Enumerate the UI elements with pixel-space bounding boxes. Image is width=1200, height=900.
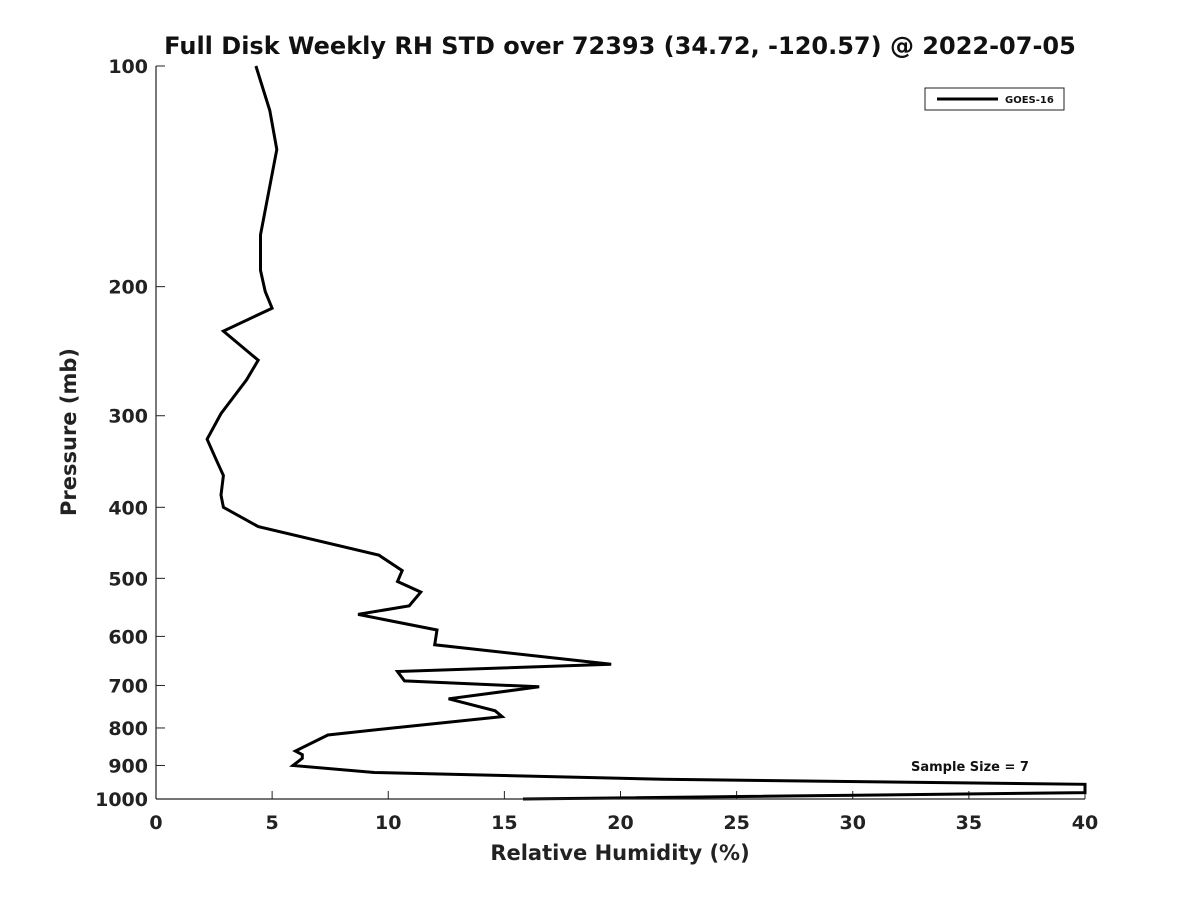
sample-size-annotation: Sample Size = 7	[911, 760, 1029, 775]
legend: GOES-16	[924, 87, 1065, 111]
x-tick-label: 15	[491, 812, 517, 834]
y-tick-label: 100	[108, 56, 148, 78]
x-axis-ticks: 0 5 10 15 20 25 30 35 40	[149, 791, 1098, 834]
y-tick-label: 500	[108, 568, 148, 590]
legend-label-goes-16: GOES-16	[1005, 95, 1054, 106]
y-tick-label: 1000	[95, 789, 148, 811]
x-tick-label: 5	[266, 812, 279, 834]
series-line-goes-16	[205, 65, 1087, 801]
y-tick-label: 200	[108, 277, 148, 299]
x-tick-label: 10	[375, 812, 401, 834]
x-tick-label: 30	[840, 812, 866, 834]
x-tick-label: 35	[956, 812, 982, 834]
x-axis-label: Relative Humidity (%)	[490, 841, 749, 865]
y-tick-label: 700	[108, 675, 148, 697]
y-tick-label: 600	[108, 626, 148, 648]
y-tick-label: 400	[108, 497, 148, 519]
y-axis-ticks: 100 200 300 400 500 600 700 800 900 1000	[95, 56, 165, 811]
x-tick-label: 0	[149, 812, 162, 834]
chart-title: Full Disk Weekly RH STD over 72393 (34.7…	[164, 32, 1076, 60]
y-tick-label: 300	[108, 406, 148, 428]
y-axis-label: Pressure (mb)	[57, 348, 81, 516]
x-tick-label: 20	[607, 812, 633, 834]
x-tick-label: 40	[1072, 812, 1098, 834]
x-tick-label: 25	[723, 812, 749, 834]
y-tick-label: 800	[108, 718, 148, 740]
y-tick-label: 900	[108, 755, 148, 777]
